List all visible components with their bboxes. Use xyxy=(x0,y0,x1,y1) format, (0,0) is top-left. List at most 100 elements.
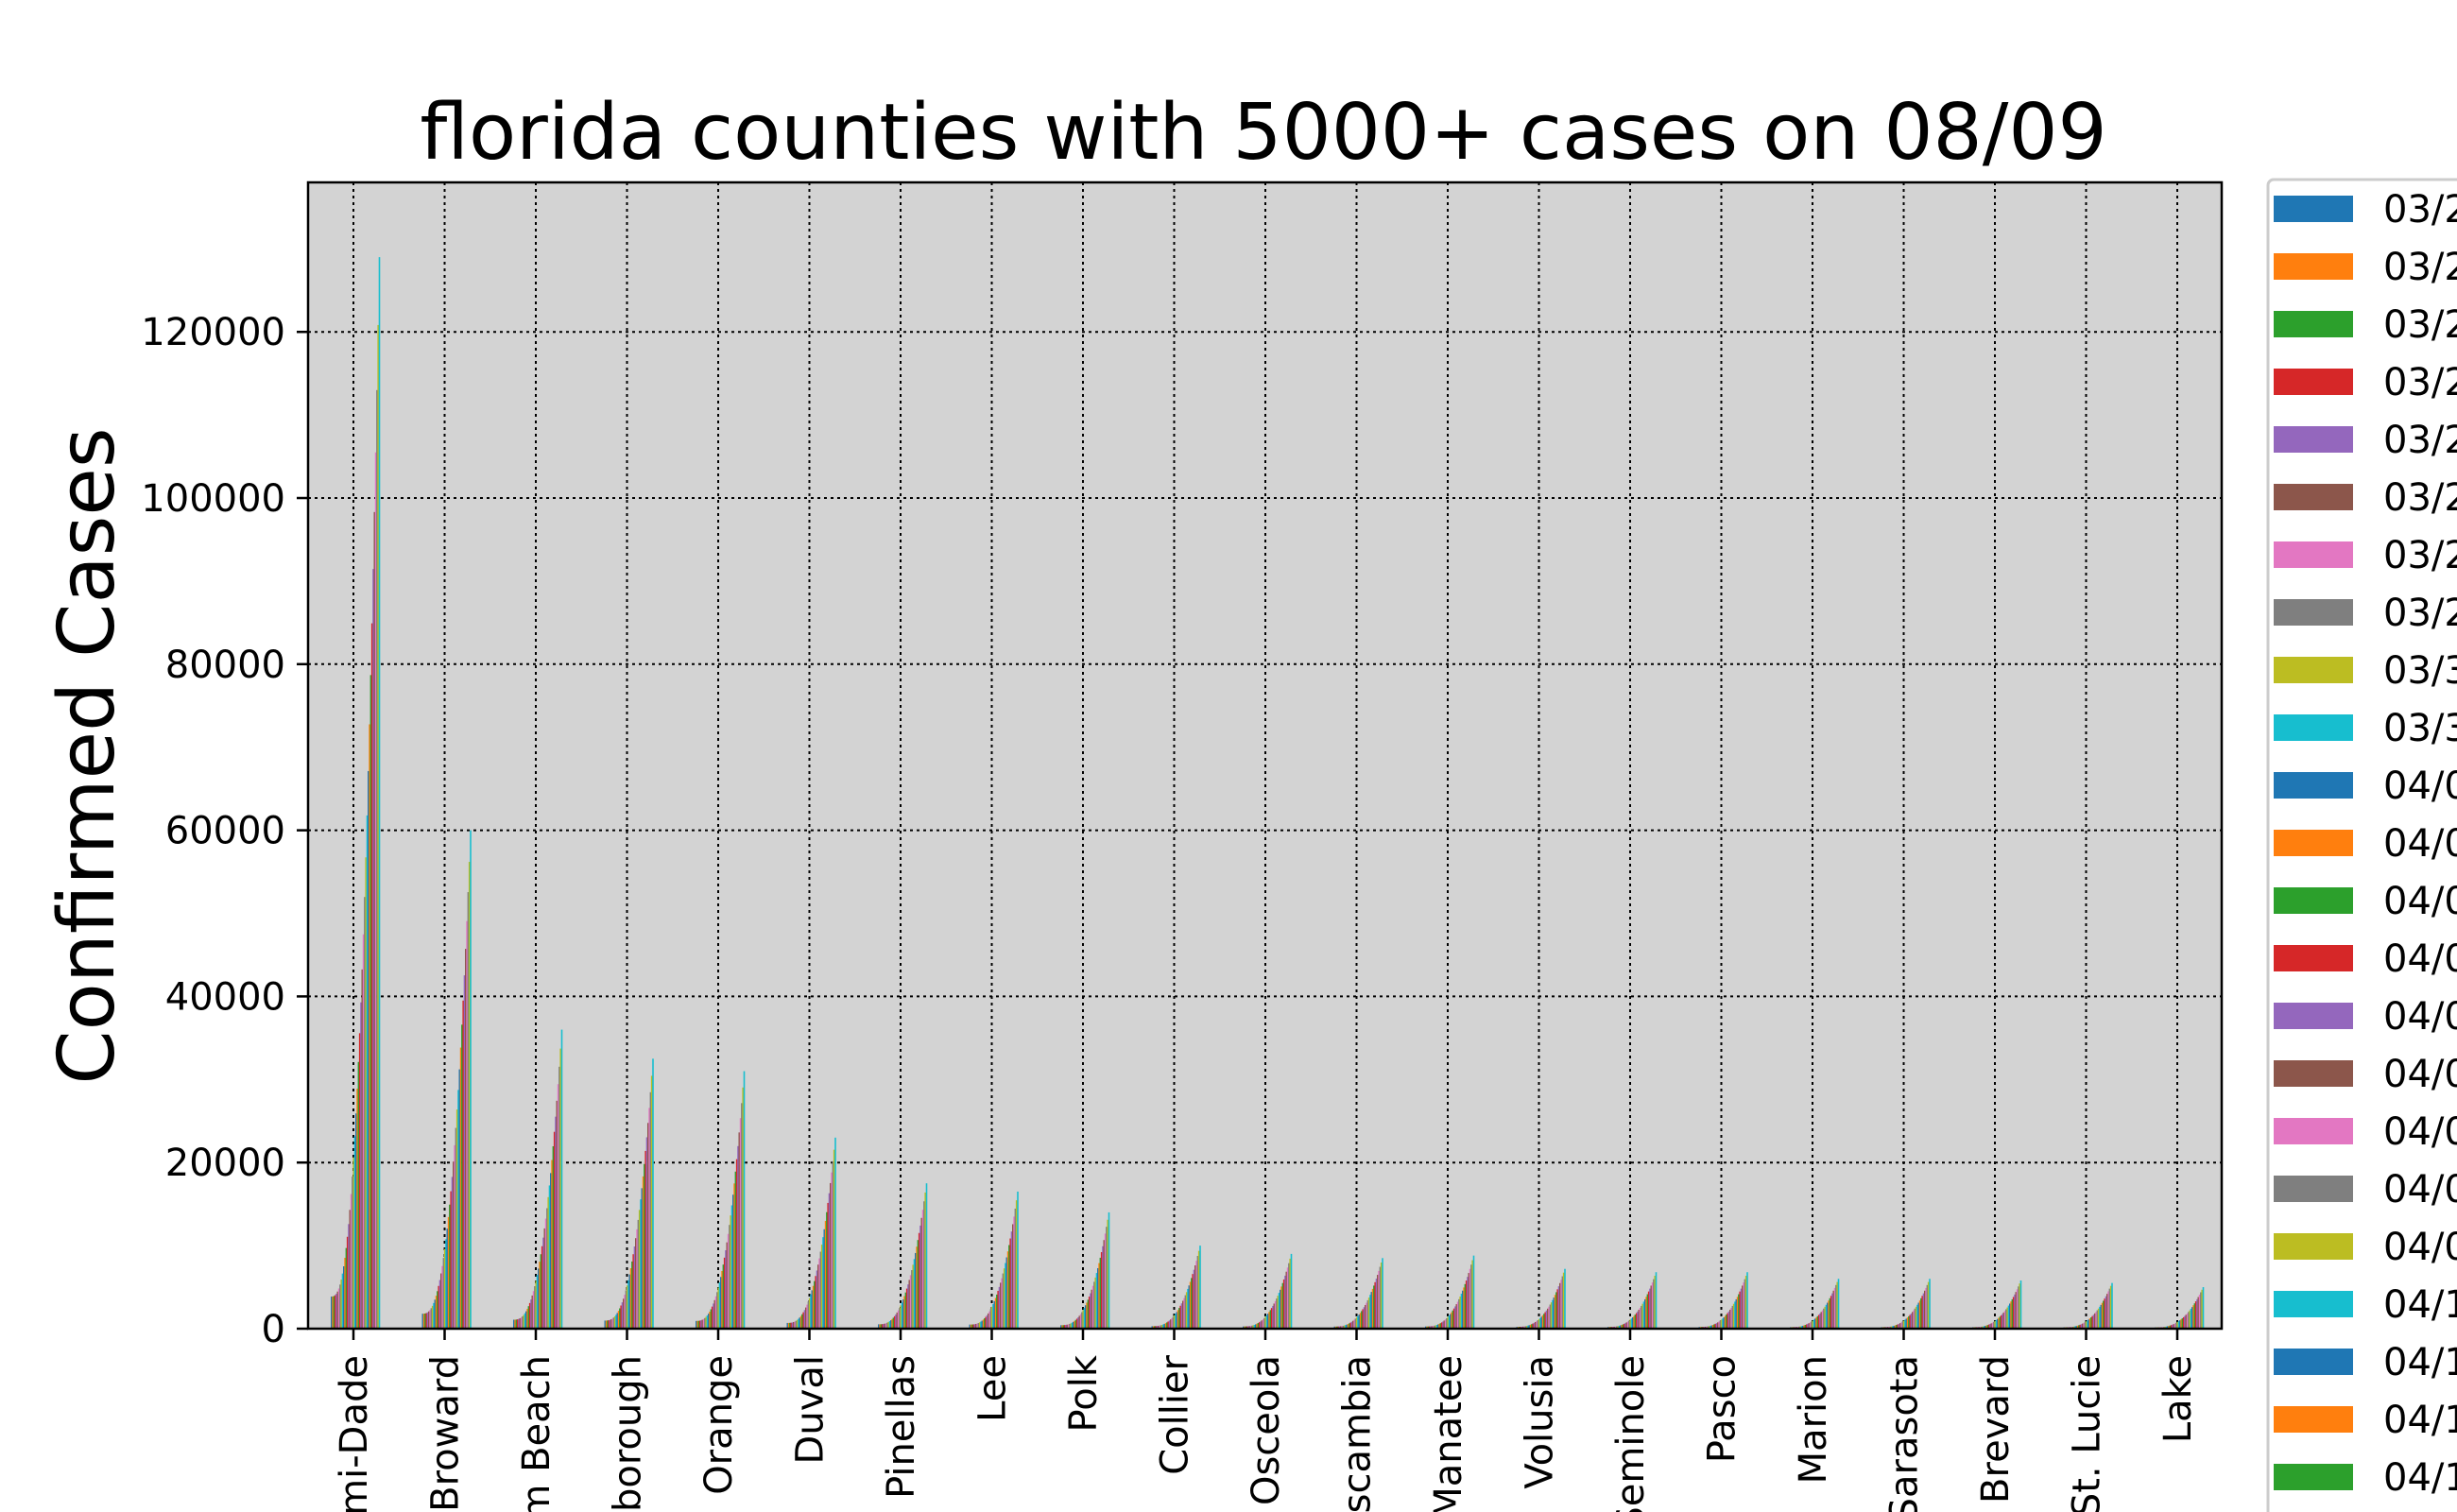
bar xyxy=(890,1320,892,1329)
bar xyxy=(623,1298,625,1329)
bar xyxy=(641,1188,644,1329)
bar xyxy=(1168,1320,1171,1329)
bar xyxy=(514,1319,516,1329)
bar xyxy=(366,815,369,1329)
bar xyxy=(1720,1319,1723,1329)
bar xyxy=(811,1290,814,1329)
county-bar-group xyxy=(1972,1280,2022,1329)
bar xyxy=(1708,1326,1710,1329)
legend-label: 03/2 xyxy=(2383,361,2457,404)
bar xyxy=(1069,1323,1071,1329)
bar xyxy=(1359,1313,1362,1329)
bar xyxy=(438,1285,439,1329)
bar xyxy=(919,1225,921,1329)
bar xyxy=(1015,1200,1018,1329)
bar xyxy=(1060,1325,1062,1329)
bar xyxy=(551,1160,553,1329)
bar xyxy=(1189,1281,1192,1329)
bar xyxy=(1444,1319,1447,1329)
legend-label: 03/3 xyxy=(2383,649,2457,693)
bar xyxy=(1726,1314,1727,1329)
bar xyxy=(358,1033,361,1329)
bar xyxy=(897,1310,900,1329)
bar xyxy=(548,1185,551,1329)
bar xyxy=(806,1304,808,1329)
bar xyxy=(2188,1312,2190,1329)
bar xyxy=(891,1318,893,1329)
bar xyxy=(607,1320,609,1329)
bar xyxy=(465,949,467,1329)
bar xyxy=(730,1205,733,1329)
bar xyxy=(542,1237,544,1329)
bar xyxy=(986,1314,988,1329)
bar xyxy=(1177,1310,1179,1329)
x-tick-label: Lake xyxy=(2156,1355,2200,1443)
bar xyxy=(887,1321,889,1329)
bar xyxy=(468,862,471,1329)
bar xyxy=(1990,1323,1993,1329)
bar xyxy=(457,1090,459,1329)
bar xyxy=(1458,1298,1460,1329)
bar xyxy=(1994,1320,1996,1329)
bar xyxy=(2005,1309,2007,1329)
bar xyxy=(737,1145,739,1329)
bar xyxy=(905,1288,908,1329)
bar xyxy=(647,1123,649,1329)
bar xyxy=(2101,1302,2104,1329)
bar xyxy=(2174,1323,2176,1329)
bar xyxy=(2180,1319,2182,1329)
bar xyxy=(1823,1308,1825,1329)
bar xyxy=(1910,1313,1913,1329)
bar xyxy=(706,1314,709,1329)
bar xyxy=(810,1294,812,1329)
bar xyxy=(2186,1313,2189,1329)
bar xyxy=(616,1313,619,1329)
bar xyxy=(1438,1323,1440,1329)
bar xyxy=(815,1276,816,1329)
bar xyxy=(1724,1315,1727,1329)
county-bar-group xyxy=(421,830,472,1329)
bar xyxy=(2092,1314,2095,1329)
bar xyxy=(1746,1272,1748,1329)
bar xyxy=(619,1308,621,1329)
bar xyxy=(1744,1279,1746,1329)
bar xyxy=(617,1311,620,1329)
legend-swatch xyxy=(2274,657,2353,683)
bar xyxy=(2108,1288,2111,1329)
legend-label: 04/0 xyxy=(2383,995,2457,1039)
bar xyxy=(374,452,377,1329)
bar xyxy=(1278,1293,1280,1329)
bar xyxy=(1191,1278,1193,1329)
bar xyxy=(430,1308,433,1329)
bar xyxy=(1252,1325,1254,1329)
county-bar-group xyxy=(1607,1272,1658,1329)
bar xyxy=(1732,1303,1735,1329)
bar xyxy=(1151,1326,1154,1329)
bar xyxy=(814,1280,816,1329)
bar xyxy=(881,1324,884,1329)
bar xyxy=(1176,1312,1178,1329)
bar xyxy=(1541,1314,1544,1329)
bar xyxy=(886,1322,888,1329)
bar xyxy=(1543,1314,1545,1329)
bar xyxy=(2088,1319,2090,1329)
bar xyxy=(1258,1322,1261,1329)
bar xyxy=(824,1220,827,1329)
bar xyxy=(1274,1300,1277,1329)
bar xyxy=(1803,1325,1805,1329)
legend-swatch xyxy=(2274,253,2353,280)
bar xyxy=(1268,1312,1270,1329)
bar xyxy=(1377,1275,1379,1329)
bar xyxy=(1010,1231,1013,1329)
bar xyxy=(794,1321,796,1329)
bar xyxy=(1642,1301,1645,1329)
bar xyxy=(1100,1251,1103,1329)
bar xyxy=(2094,1313,2096,1329)
bar xyxy=(722,1264,725,1329)
bar xyxy=(2090,1316,2092,1329)
legend-label: 04/0 xyxy=(2383,1168,2457,1211)
bar xyxy=(1825,1304,1828,1329)
bar xyxy=(346,1236,349,1329)
county-bar-group xyxy=(2063,1282,2113,1329)
